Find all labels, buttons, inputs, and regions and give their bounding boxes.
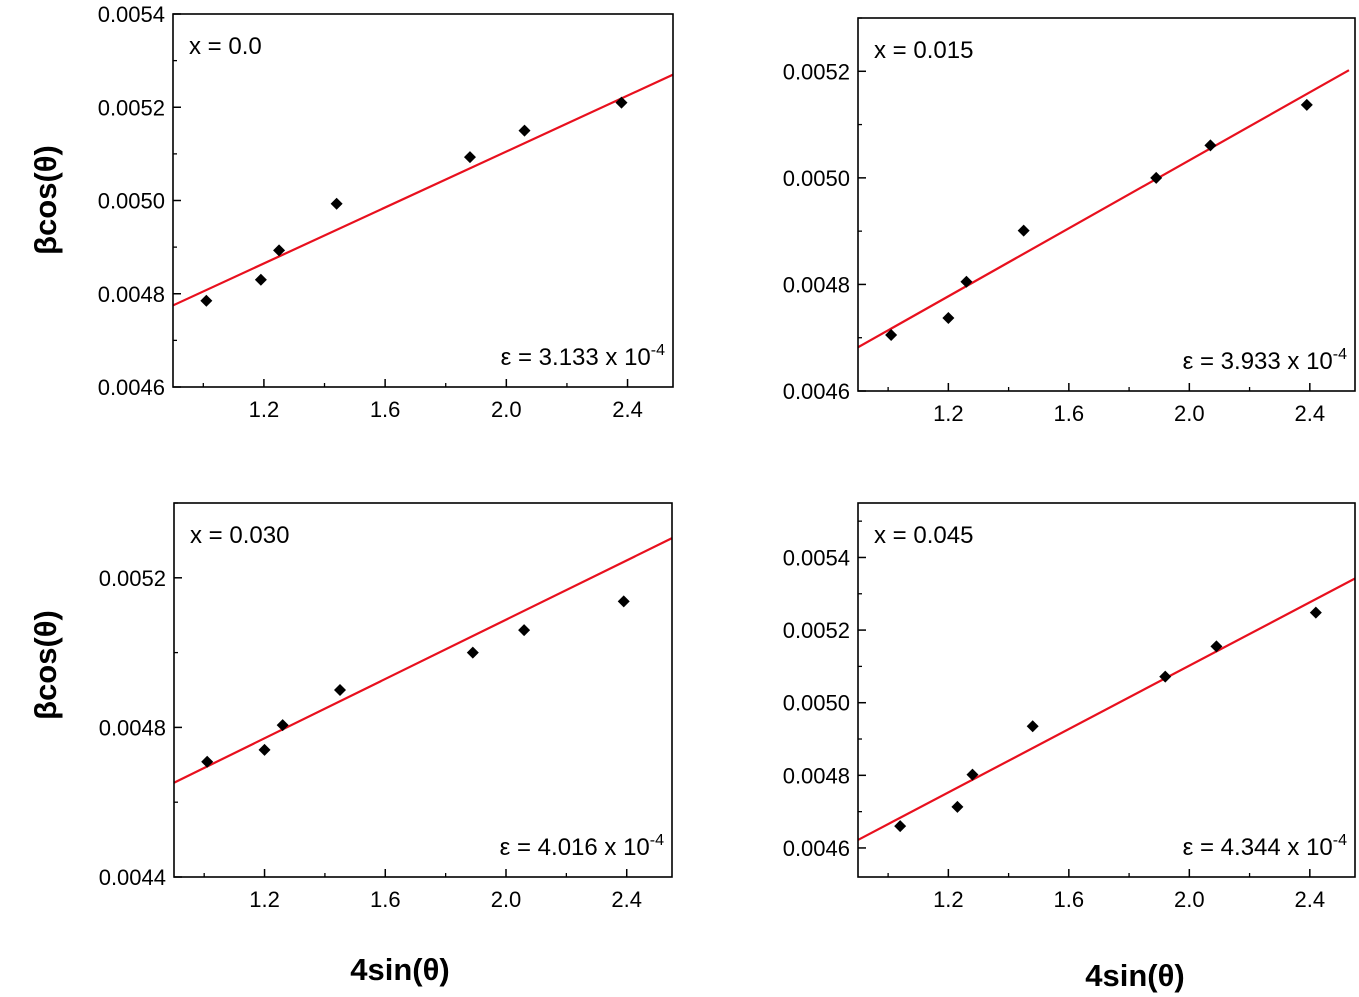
y-tick-label: 0.0048: [99, 715, 166, 740]
y-tick-label: 0.0046: [98, 375, 165, 400]
data-point: [201, 755, 214, 768]
strain-exponent: -4: [651, 342, 665, 359]
y-tick-label: 0.0048: [783, 272, 850, 297]
x-tick-label: 1.6: [1054, 401, 1085, 426]
x-tick-label: 1.6: [370, 397, 401, 422]
data-point: [1159, 670, 1172, 683]
y-tick-label: 0.0050: [98, 189, 165, 214]
data-point: [894, 820, 907, 833]
data-point: [258, 743, 271, 756]
y-tick-label: 0.0048: [98, 282, 165, 307]
fit-line: [858, 69, 1350, 349]
y-tick-label: 0.0052: [98, 95, 165, 120]
strain-label: ε = 4.016 x 10-4: [500, 832, 664, 861]
y-tick-label: 0.0052: [99, 566, 166, 591]
strain-exponent: -4: [1333, 832, 1347, 849]
x-tick-label: 2.0: [491, 887, 522, 912]
y-axis-title-top: βcos(θ): [28, 145, 63, 255]
x-tick-label: 1.6: [1054, 887, 1085, 912]
plot-frame: [857, 17, 1356, 392]
strain-exponent: -4: [650, 832, 664, 849]
plot-frame: [173, 502, 673, 878]
data-point: [276, 719, 289, 732]
data-point: [615, 96, 628, 109]
y-axis-title-bottom: βcos(θ): [28, 610, 63, 720]
data-point: [334, 684, 346, 696]
x-tick-label: 1.2: [933, 887, 964, 912]
y-tick-label: 0.0054: [98, 2, 165, 27]
panel-x-0-030: 1.2 1.6 2.0 2.4 0.0044 0.0048 0.0052 x = 0.030 ε…: [99, 502, 673, 912]
data-point: [885, 329, 898, 342]
strain-exponent: -4: [1333, 346, 1347, 363]
data-point: [254, 273, 267, 286]
data-point: [951, 800, 964, 813]
y-tick-label: 0.0048: [783, 763, 850, 788]
strain-value: ε = 3.933 x 10: [1183, 348, 1333, 375]
panel-label: x = 0.030: [190, 522, 289, 549]
data-point: [1300, 98, 1313, 111]
y-tick-label: 0.0052: [783, 618, 850, 643]
fit-line: [174, 537, 672, 784]
data-point: [966, 768, 979, 781]
strain-value: ε = 4.344 x 10: [1183, 834, 1333, 861]
strain-value: ε = 4.016 x 10: [500, 834, 650, 861]
data-point: [518, 124, 531, 137]
y-tick-label: 0.0046: [783, 836, 850, 861]
data-point: [466, 646, 479, 659]
data-point: [518, 624, 531, 637]
panel-x-0-015: 1.2 1.6 2.0 2.4 0.0046 0.0048 0.0050 0.0052 x = …: [783, 17, 1356, 426]
x-tick-label: 1.6: [370, 887, 401, 912]
data-point: [330, 197, 343, 210]
x-tick-label: 2.4: [612, 397, 643, 422]
x-tick-label: 1.2: [249, 887, 280, 912]
data-point: [200, 294, 213, 307]
strain-label: ε = 3.133 x 10-4: [501, 342, 665, 371]
data-point: [1150, 171, 1163, 184]
data-point: [960, 275, 973, 288]
y-tick-label: 0.0052: [783, 59, 850, 84]
data-point: [1026, 720, 1039, 733]
fit-line: [858, 577, 1355, 841]
panel-label: x = 0.045: [874, 522, 973, 549]
x-tick-label: 2.4: [1295, 887, 1326, 912]
plot-frame: [172, 13, 674, 388]
data-point: [1210, 640, 1223, 653]
data-point: [273, 244, 286, 257]
y-tick-label: 0.0044: [99, 865, 166, 890]
panel-x-0-0: 1.2 1.6 2.0 2.4 0.0046 0.0048 0.0050 0.0052 0.00…: [98, 2, 674, 422]
data-point: [617, 595, 630, 608]
x-tick-label: 2.4: [1295, 401, 1326, 426]
panel-label: x = 0.015: [874, 37, 973, 64]
y-tick-label: 0.0050: [783, 691, 850, 716]
x-axis-title-right: 4sin(θ): [1085, 958, 1184, 993]
data-point: [463, 151, 476, 164]
data-point: [1017, 224, 1030, 237]
x-axis-title-left: 4sin(θ): [350, 952, 449, 987]
data-point: [1309, 606, 1322, 619]
plot-frame: [857, 502, 1356, 878]
x-tick-label: 2.4: [611, 887, 642, 912]
panel-label: x = 0.0: [189, 33, 262, 60]
data-point: [942, 311, 955, 324]
strain-label: ε = 4.344 x 10-4: [1183, 832, 1347, 861]
x-tick-label: 2.0: [1174, 401, 1205, 426]
x-tick-label: 2.0: [491, 397, 522, 422]
y-tick-label: 0.0054: [783, 545, 850, 570]
panel-x-0-045: 1.2 1.6 2.0 2.4 0.0046 0.0048 0.0050 0.0052 0.00…: [783, 502, 1356, 912]
y-tick-label: 0.0046: [783, 379, 850, 404]
strain-label: ε = 3.933 x 10-4: [1183, 346, 1347, 375]
x-tick-label: 2.0: [1174, 887, 1205, 912]
x-tick-label: 1.2: [933, 401, 964, 426]
strain-value: ε = 3.133 x 10: [501, 344, 651, 371]
x-tick-label: 1.2: [249, 397, 280, 422]
y-tick-label: 0.0050: [783, 166, 850, 191]
fit-line: [173, 73, 673, 307]
data-point: [1204, 139, 1217, 152]
